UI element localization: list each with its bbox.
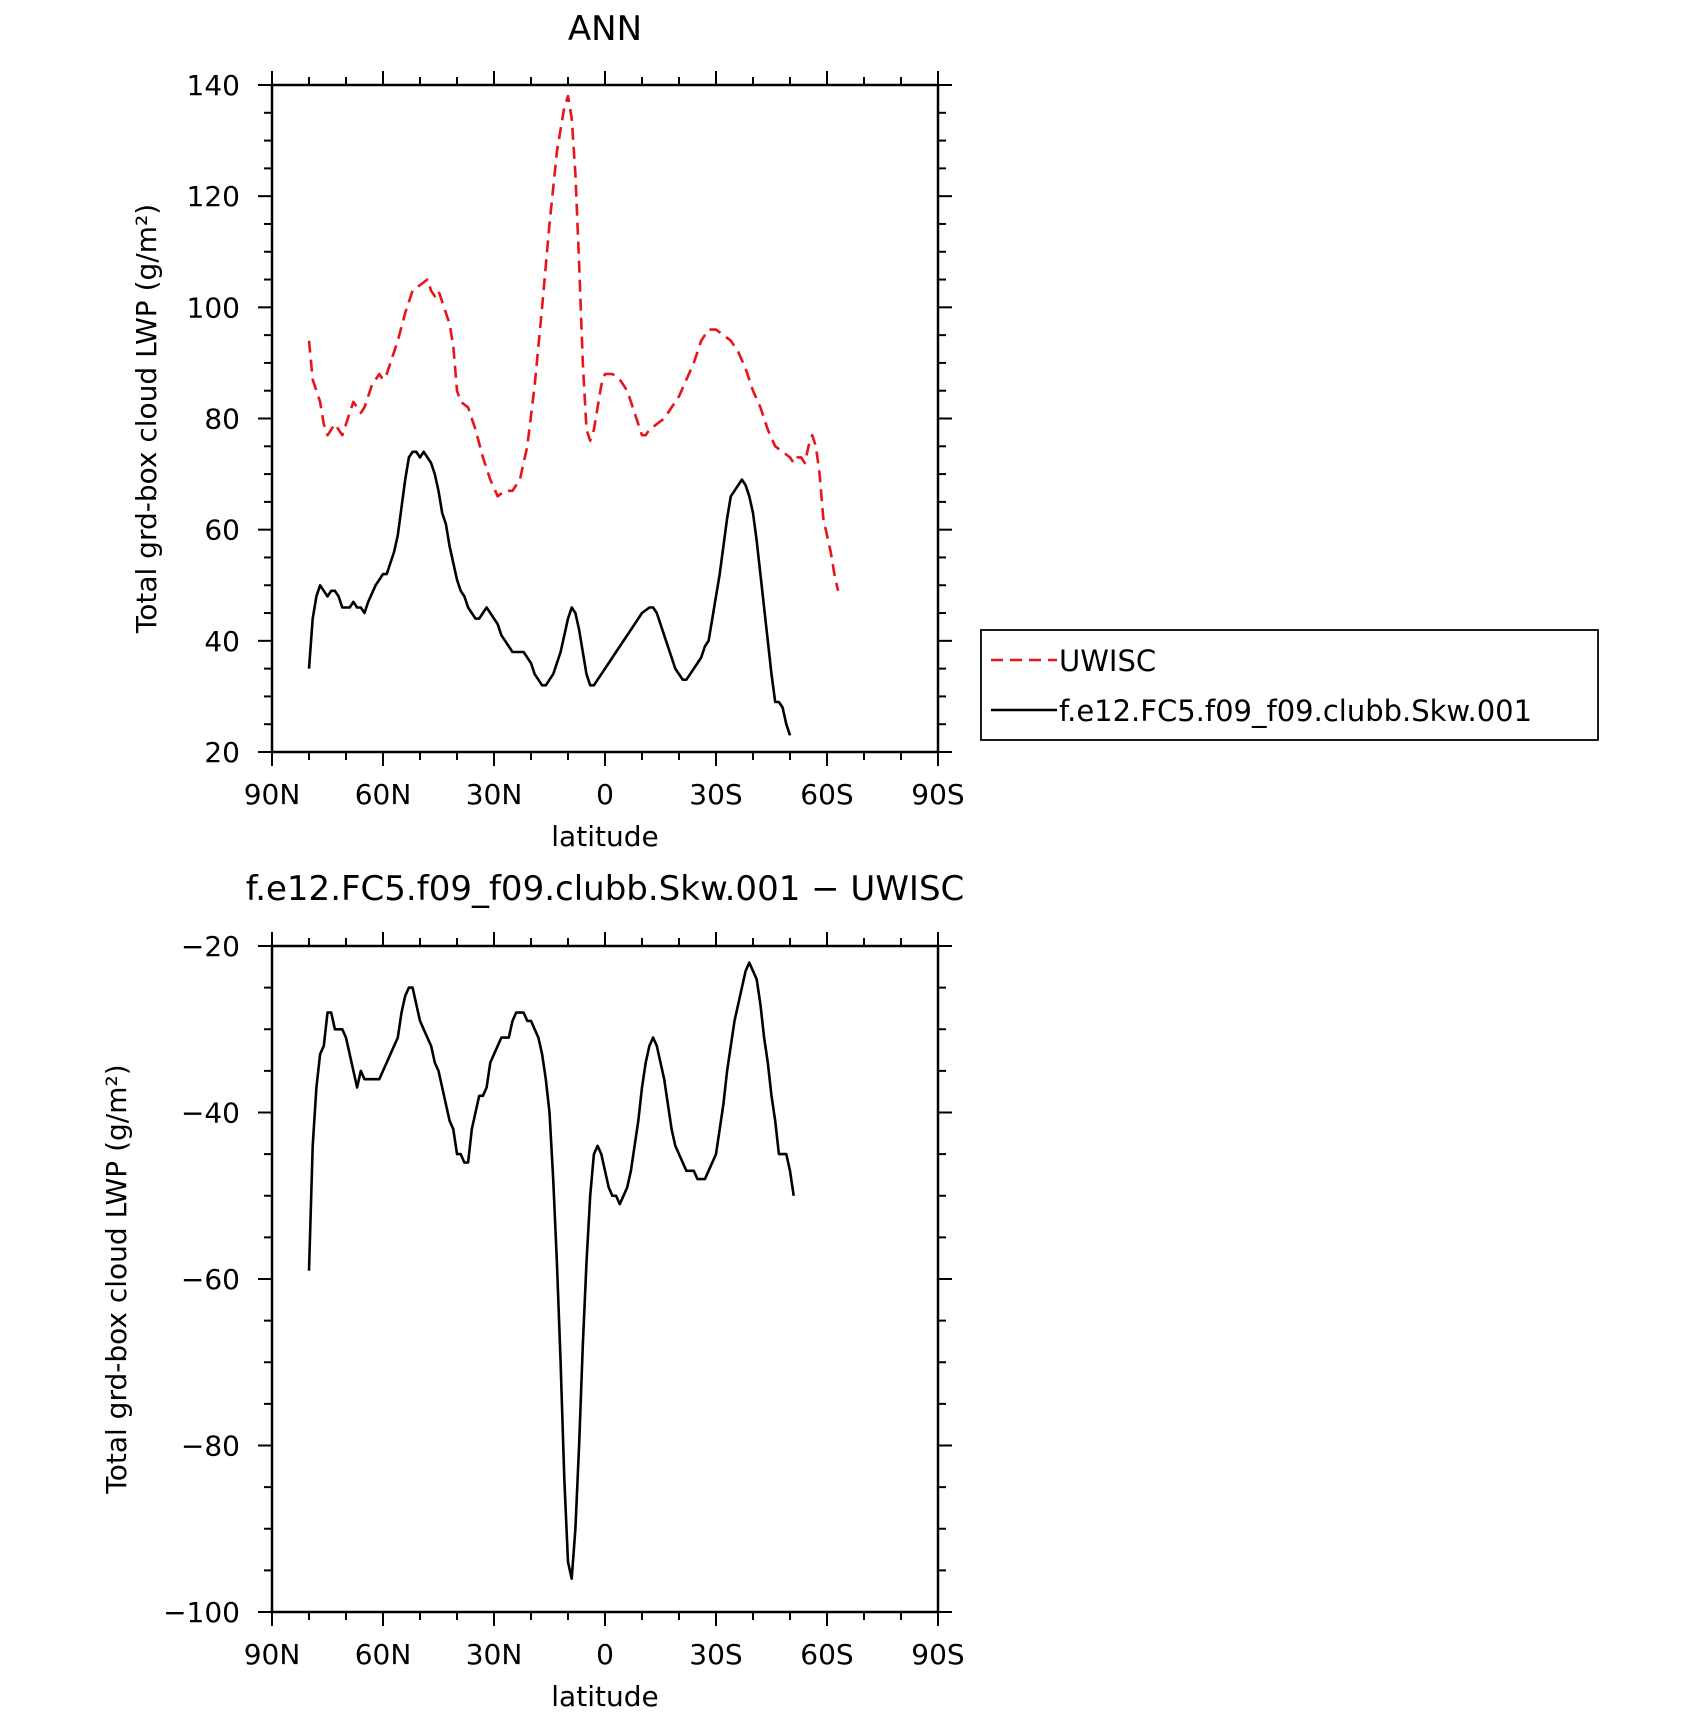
y-tick-label: 80 [204,403,240,436]
y-tick-label: 100 [187,291,240,324]
x-tick-label: 60N [355,1638,412,1671]
series-line-0 [307,961,795,1580]
y-tick-label: 40 [204,625,240,658]
legend-label-0: UWISC [1059,644,1156,678]
y-tick-label: −100 [163,1596,240,1629]
chart-title: f.e12.FC5.f09_f09.clubb.Skw.001 − UWISC [246,869,965,909]
x-axis-label: latitude [551,1680,658,1713]
x-tick-label: 90S [911,778,964,811]
x-tick-label: 30N [466,778,523,811]
x-tick-label: 60N [355,778,412,811]
y-tick-label: 20 [204,736,240,769]
top-panel: ANN 90N 60N 30N 0 30S 60S 90S 20 40 60 80 100 120 140 l… [130,9,1599,853]
y-tick-label: 60 [204,514,240,547]
y-tick-label: 140 [187,69,240,102]
series-line-0 [307,94,840,592]
x-axis-label: latitude [551,820,658,853]
y-tick-label: −80 [181,1430,240,1463]
x-tick-label: 90S [911,1638,964,1671]
plot-frame [270,83,940,754]
x-tick-label: 90N [244,1638,301,1671]
plot-frame [270,944,940,1614]
chart-title: ANN [568,9,642,49]
series-line-1 [307,450,792,736]
x-tick-label: 60S [800,1638,853,1671]
x-tick-label: 30S [689,1638,742,1671]
legend-label-1: f.e12.FC5.f09_f09.clubb.Skw.001 [1059,694,1532,728]
x-tick-label: 30N [466,1638,523,1671]
y-axis-label: Total grd-box cloud LWP (g/m²) [130,204,163,634]
y-tick-label: 120 [187,180,240,213]
x-tick-label: 90N [244,778,301,811]
legend-box [980,629,1599,741]
y-tick-label: −40 [181,1097,240,1130]
y-tick-label: −20 [181,930,240,963]
y-tick-label: −60 [181,1263,240,1296]
bottom-panel: f.e12.FC5.f09_f09.clubb.Skw.001 − UWISC 9… [100,869,965,1713]
x-tick-label: 0 [596,778,614,811]
y-axis-label: Total grd-box cloud LWP (g/m²) [100,1064,133,1494]
x-tick-label: 60S [800,778,853,811]
x-tick-label: 30S [689,778,742,811]
x-tick-label: 0 [596,1638,614,1671]
